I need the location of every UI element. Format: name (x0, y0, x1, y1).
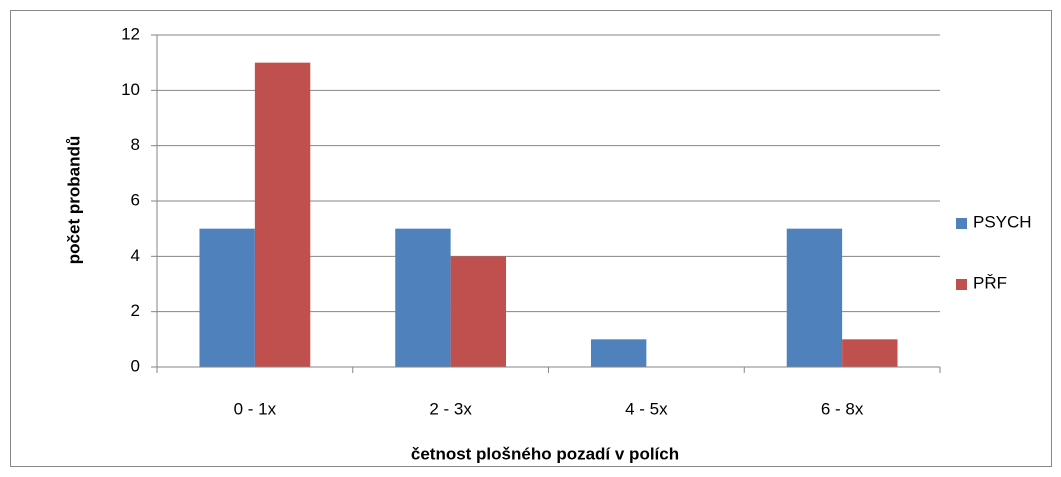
bar (450, 256, 507, 367)
x-tick-label: 4 - 5x (625, 399, 668, 418)
legend-swatch (956, 279, 967, 290)
y-tick-label: 2 (131, 301, 140, 320)
chart-frame (10, 10, 1052, 467)
y-axis-title: počet probandů (64, 136, 83, 264)
bar (395, 228, 451, 367)
y-tick-label: 0 (131, 356, 140, 375)
y-tick-label: 10 (121, 80, 140, 99)
legend-swatch (956, 218, 967, 229)
bar (254, 62, 311, 368)
x-tick-label: 0 - 1x (234, 399, 277, 418)
bar (786, 228, 843, 367)
bar (199, 228, 255, 367)
bar (842, 339, 898, 367)
y-tick-label: 6 (131, 190, 140, 209)
x-axis-title: četnost plošného pozadí v polích (411, 444, 679, 463)
legend-label: PŘF (973, 273, 1007, 292)
y-tick-label: 8 (131, 135, 140, 154)
legend-label: PSYCH (973, 212, 1032, 231)
x-tick-label: 2 - 3x (429, 399, 472, 418)
y-tick-label: 12 (121, 24, 140, 43)
bar (590, 339, 647, 367)
x-tick-label: 6 - 8x (821, 399, 864, 418)
y-tick-label: 4 (131, 246, 140, 265)
